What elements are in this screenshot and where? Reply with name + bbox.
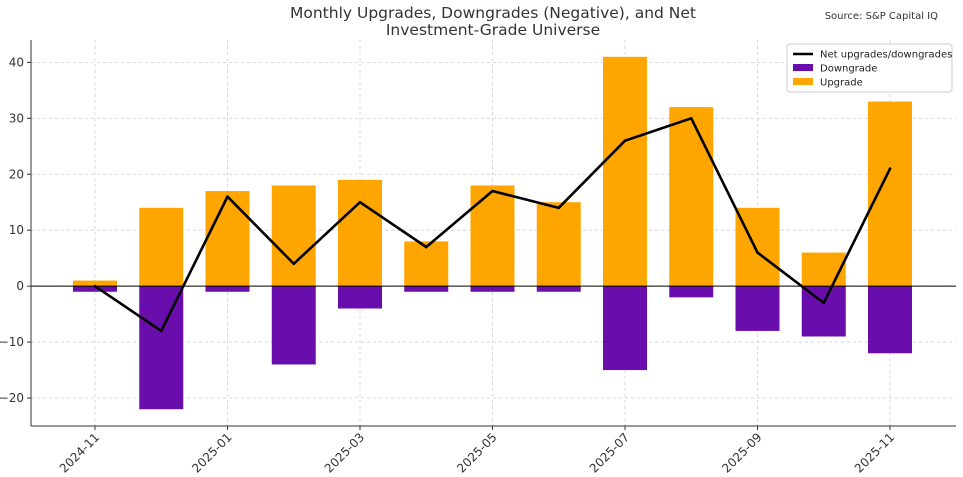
chart-title-line-1: Monthly Upgrades, Downgrades (Negative),… xyxy=(290,4,696,22)
y-tick-label: 10 xyxy=(9,223,24,237)
upgrade-bar xyxy=(271,185,316,287)
downgrade-bar xyxy=(73,286,117,292)
downgrade-bar xyxy=(404,286,449,292)
net-point xyxy=(93,284,97,288)
downgrade-bar xyxy=(271,286,316,365)
source-note: Source: S&P Capital IQ xyxy=(825,11,938,22)
x-tick-label: 2025-05 xyxy=(454,430,499,475)
y-tick-label: 40 xyxy=(9,55,24,69)
upgrade-bar xyxy=(536,202,581,287)
x-tick-label: 2025-01 xyxy=(189,430,234,475)
legend-swatch-downgrade xyxy=(793,64,813,71)
upgrade-bar xyxy=(801,252,846,287)
bars xyxy=(73,56,912,410)
upgrade-bar xyxy=(73,280,117,287)
net-point xyxy=(226,195,229,198)
upgrade-bar xyxy=(868,101,912,287)
downgrade-bar xyxy=(205,286,250,292)
net-line-layer xyxy=(93,117,892,333)
downgrade-bar xyxy=(735,286,780,331)
legend-label-downgrade: Downgrade xyxy=(820,64,877,75)
chart-title-line-2: Investment-Grade Universe xyxy=(386,21,600,39)
net-point xyxy=(623,139,627,142)
downgrade-bar xyxy=(470,286,515,292)
upgrade-bar xyxy=(139,207,184,287)
net-point xyxy=(491,189,494,193)
legend-label-net: Net upgrades/downgrades xyxy=(820,50,952,61)
y-tick-label: 30 xyxy=(9,111,24,125)
y-tick-label: −20 xyxy=(0,391,24,405)
x-tick-label: 2025-11 xyxy=(852,430,897,475)
upgrade-bar xyxy=(669,107,714,287)
upgrade-bar xyxy=(404,241,449,287)
legend-label-upgrade: Upgrade xyxy=(820,78,863,89)
downgrade-bar xyxy=(868,286,912,354)
net-point xyxy=(557,206,561,210)
net-point xyxy=(292,262,296,266)
y-tick-label: 20 xyxy=(9,167,24,181)
y-tick-label: −10 xyxy=(0,335,24,349)
net-point xyxy=(756,251,759,254)
upgrade-bar xyxy=(603,56,647,287)
downgrade-bar xyxy=(603,286,647,371)
legend: Net upgrades/downgrades Downgrade Upgrade xyxy=(786,43,953,93)
net-point xyxy=(159,329,163,333)
y-tick-label: 0 xyxy=(16,279,24,293)
downgrade-bar xyxy=(801,286,846,337)
x-tick-label: 2025-07 xyxy=(587,430,632,475)
upgrade-bar xyxy=(338,179,382,287)
legend-swatch-upgrade xyxy=(793,78,813,85)
downgrade-bar xyxy=(139,286,184,410)
net-point xyxy=(822,301,826,305)
upgrade-bar xyxy=(470,185,515,287)
net-point xyxy=(358,200,362,204)
x-tick-label: 2024-11 xyxy=(57,430,102,475)
downgrade-bar xyxy=(536,286,581,292)
x-tick-label: 2025-09 xyxy=(719,430,764,475)
net-point xyxy=(689,117,693,120)
legend-box xyxy=(786,43,953,93)
net-point xyxy=(424,245,428,249)
downgrade-bar xyxy=(669,286,714,298)
net-point xyxy=(888,167,892,170)
downgrade-bar xyxy=(338,286,382,309)
x-tick-label: 2025-03 xyxy=(322,430,367,475)
upgrade-bar xyxy=(205,191,250,287)
